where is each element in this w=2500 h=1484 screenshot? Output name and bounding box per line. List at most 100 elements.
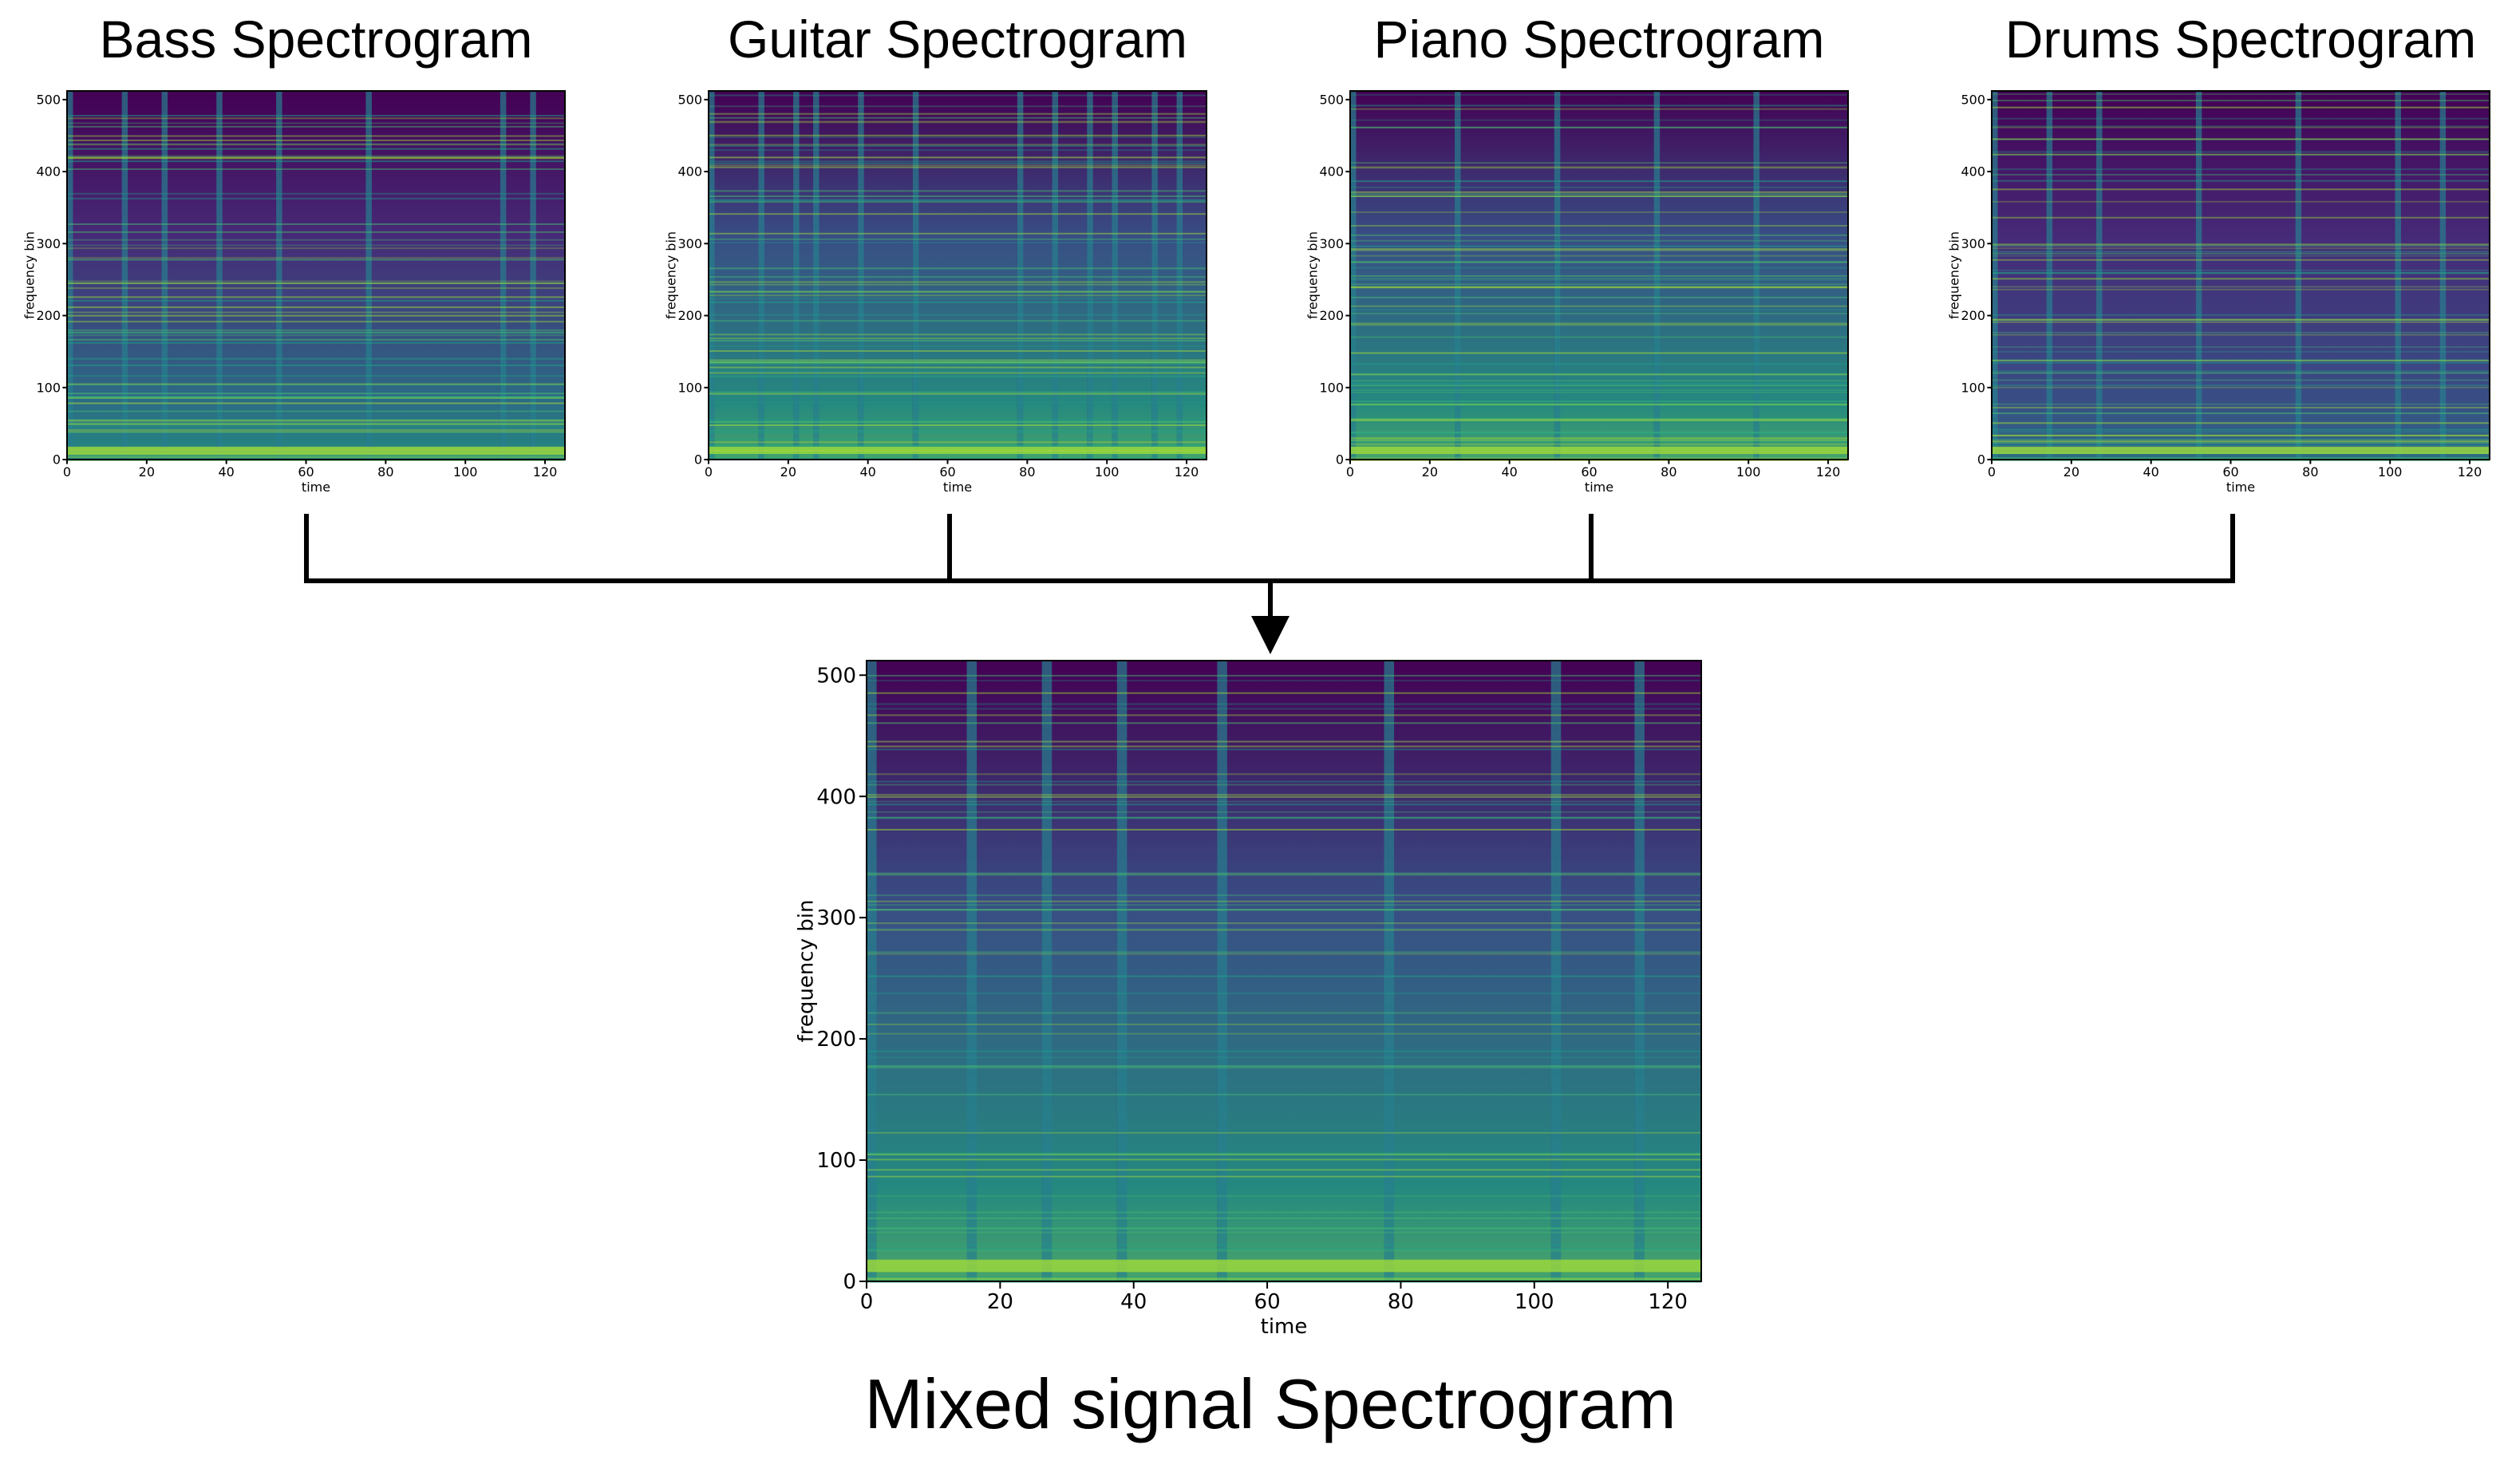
- harmonic: [67, 397, 565, 399]
- x-tick-label: 80: [1019, 464, 1035, 480]
- harmonic: [1350, 105, 1848, 107]
- harmonic: [709, 366, 1207, 369]
- onset: [365, 91, 372, 460]
- harmonic: [709, 424, 1207, 426]
- low-band: [867, 1259, 1701, 1273]
- harmonic: [67, 239, 565, 241]
- harmonic: [1350, 195, 1848, 198]
- harmonic: [867, 1276, 1701, 1278]
- x-axis-label: time: [1261, 1315, 1308, 1339]
- panel: 0 20 40 60 80 100 120 0 100 200 300 400 500 time frequ…: [22, 10, 566, 495]
- harmonic: [67, 338, 565, 341]
- x-tick-label: 0: [63, 464, 71, 480]
- harmonic: [709, 199, 1207, 201]
- onset: [2195, 91, 2202, 460]
- plot-frame: [1991, 90, 2490, 460]
- harmonic: [1350, 224, 1848, 227]
- harmonic: [709, 294, 1207, 297]
- spectrogram-segment: [858, 91, 913, 460]
- harmonic: [1350, 255, 1848, 257]
- onset: [1151, 91, 1158, 460]
- harmonic: [1350, 363, 1848, 365]
- harmonic: [67, 329, 565, 331]
- harmonic: [67, 453, 565, 456]
- harmonic: [67, 375, 565, 377]
- x-tick-label: 0: [860, 1290, 874, 1314]
- x-tick-label: 0: [1988, 464, 1996, 480]
- harmonic: [1350, 305, 1848, 307]
- harmonic: [1350, 266, 1848, 269]
- spectrogram-segment: [1634, 661, 1701, 1281]
- harmonic: [67, 396, 565, 398]
- harmonic: [1992, 372, 2490, 374]
- harmonic: [709, 238, 1207, 240]
- harmonic: [1992, 259, 2490, 261]
- harmonic: [67, 244, 565, 247]
- harmonic: [709, 437, 1207, 440]
- harmonic: [67, 306, 565, 309]
- harmonic: [1992, 361, 2490, 364]
- harmonic: [709, 281, 1207, 283]
- onset: [1041, 661, 1053, 1281]
- harmonic: [709, 156, 1207, 159]
- harmonic: [67, 357, 565, 360]
- harmonic: [1350, 180, 1848, 183]
- x-tick-label: 120: [1648, 1290, 1688, 1314]
- spectrogram-segment: [67, 91, 122, 460]
- harmonic: [67, 364, 565, 366]
- harmonic: [709, 166, 1207, 168]
- harmonic: [1350, 456, 1848, 459]
- plot-frame: [708, 90, 1207, 460]
- harmonic: [1350, 401, 1848, 403]
- spectrogram-segment: [2395, 91, 2440, 460]
- harmonic: [867, 874, 1701, 876]
- harmonic: [1350, 167, 1848, 169]
- harmonic: [67, 423, 565, 425]
- harmonic: [67, 192, 565, 195]
- harmonic: [709, 375, 1207, 377]
- onset: [912, 91, 919, 460]
- harmonic: [709, 144, 1207, 147]
- harmonic: [709, 301, 1207, 303]
- harmonic: [1350, 261, 1848, 263]
- harmonic: [67, 314, 565, 317]
- spectrogram-segment: [1041, 661, 1117, 1281]
- harmonic: [67, 456, 565, 458]
- harmonic: [67, 431, 565, 433]
- harmonic: [709, 334, 1207, 336]
- harmonic: [709, 314, 1207, 316]
- harmonic: [67, 160, 565, 163]
- harmonic: [1350, 418, 1848, 420]
- harmonic: [67, 410, 565, 412]
- y-tick-label: 400: [36, 164, 61, 180]
- harmonic: [709, 340, 1207, 342]
- harmonic: [709, 444, 1207, 447]
- low-band: [709, 446, 1207, 455]
- harmonic: [1992, 138, 2490, 140]
- harmonic: [709, 345, 1207, 347]
- harmonic: [867, 922, 1701, 925]
- onset: [1116, 661, 1128, 1281]
- harmonic: [1350, 391, 1848, 393]
- y-tick-label: 400: [677, 164, 702, 180]
- harmonic: [867, 674, 1701, 677]
- harmonic: [867, 745, 1701, 748]
- harmonic: [867, 1067, 1701, 1069]
- harmonic: [867, 740, 1701, 743]
- harmonic: [1992, 278, 2490, 280]
- harmonic: [867, 1012, 1701, 1014]
- harmonic: [1350, 309, 1848, 311]
- connector-lines: [304, 514, 2235, 583]
- harmonic: [1992, 350, 2490, 353]
- harmonic: [709, 337, 1207, 340]
- x-axis-label: time: [302, 480, 330, 495]
- harmonic: [709, 160, 1207, 163]
- panel-title: Bass Spectrogram: [100, 10, 533, 69]
- harmonic: [1992, 216, 2490, 219]
- onset: [2395, 91, 2401, 460]
- onset: [1087, 91, 1093, 460]
- harmonic: [867, 828, 1701, 831]
- harmonic: [67, 157, 565, 160]
- harmonic: [1350, 193, 1848, 195]
- harmonic: [1350, 439, 1848, 441]
